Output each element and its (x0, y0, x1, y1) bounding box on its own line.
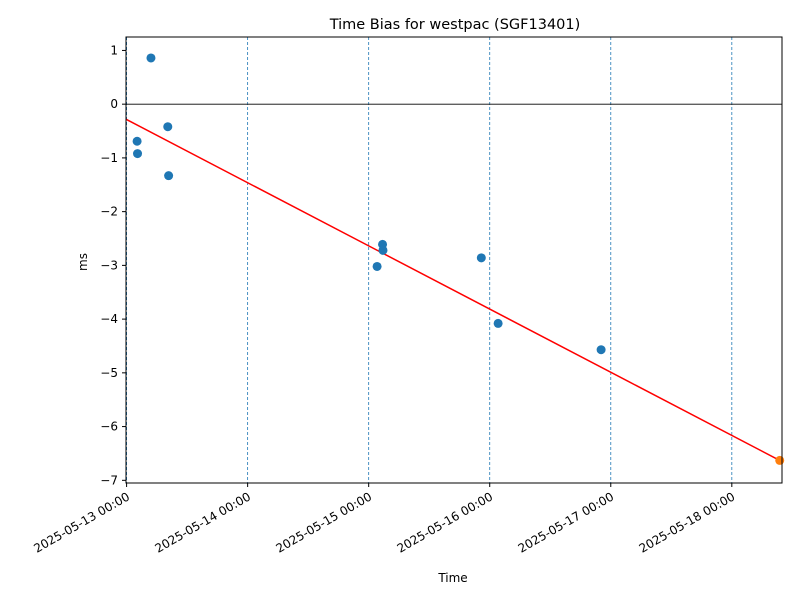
x-axis-label: Time (437, 571, 467, 585)
y-tick-label: −1 (100, 151, 118, 165)
y-axis-label: ms (76, 253, 90, 271)
trend-line (125, 118, 781, 462)
chart-title: Time Bias for westpac (SGF13401) (329, 17, 581, 33)
data-point (493, 318, 503, 328)
data-point (146, 53, 156, 63)
y-tick-label: −3 (100, 258, 118, 272)
y-tick-label: −4 (100, 312, 118, 326)
data-point (596, 345, 606, 355)
y-tick-label: −5 (100, 366, 118, 380)
axes-frame (125, 36, 783, 484)
data-point (372, 261, 382, 271)
data-point (164, 171, 174, 181)
y-tick-label: −2 (100, 205, 118, 219)
y-tick-label: −6 (100, 420, 118, 434)
data-point (133, 149, 143, 159)
y-tick-label: 1 (110, 43, 118, 57)
data-point (163, 122, 173, 132)
y-tick-label: 0 (110, 97, 118, 111)
data-point (476, 253, 486, 263)
data-point (775, 455, 785, 465)
y-tick-label: −7 (100, 473, 118, 487)
data-point (378, 245, 388, 255)
data-point (132, 136, 142, 146)
